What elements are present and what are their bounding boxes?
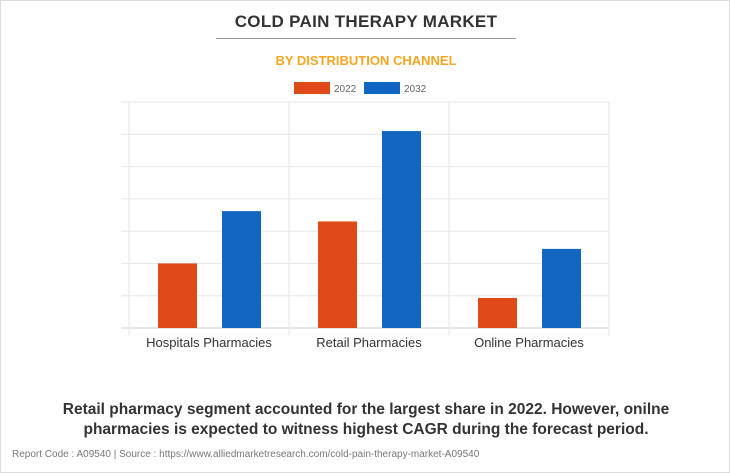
bar-2032 bbox=[382, 131, 421, 328]
legend-swatch-2022 bbox=[294, 82, 330, 94]
source-footer: Report Code : A09540 | Source : https://… bbox=[12, 449, 480, 460]
chart-caption: Retail pharmacy segment accounted for th… bbox=[62, 401, 670, 438]
bar-2022 bbox=[318, 221, 357, 328]
legend-swatch-2032 bbox=[364, 82, 400, 94]
x-tick-label: Hospitals Pharmacies bbox=[146, 335, 272, 350]
title-divider bbox=[216, 38, 516, 39]
x-tick-label: Retail Pharmacies bbox=[316, 335, 422, 350]
bar-2032 bbox=[222, 211, 261, 328]
bar-2022 bbox=[158, 263, 197, 328]
legend-label: 2032 bbox=[404, 84, 427, 95]
legend-label: 2022 bbox=[334, 84, 357, 95]
chart-subtitle: BY DISTRIBUTION CHANNEL bbox=[275, 53, 457, 68]
bar-2022 bbox=[478, 297, 517, 328]
x-tick-label: Online Pharmacies bbox=[474, 335, 584, 350]
bar-chart: Hospitals Pharmacies Retail Pharmacies Onl… bbox=[121, 82, 610, 350]
chart-title: COLD PAIN THERAPY MARKET bbox=[234, 12, 498, 31]
bar-2032 bbox=[542, 248, 581, 328]
